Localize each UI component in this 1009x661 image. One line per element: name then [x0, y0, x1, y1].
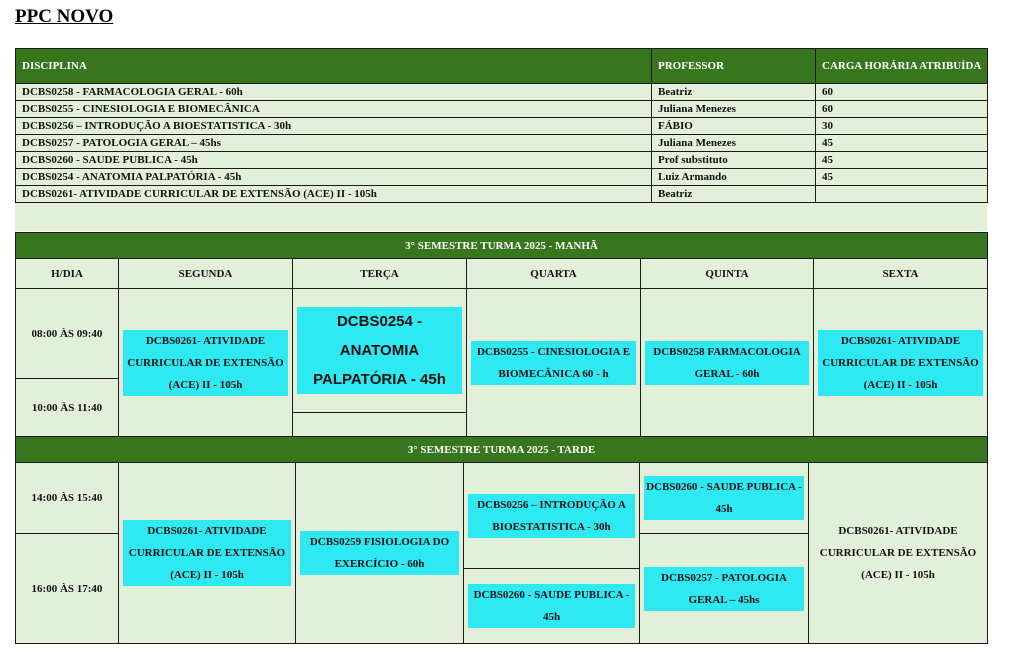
day-header: QUARTA: [466, 258, 641, 289]
page-title: PPC NOVO: [15, 6, 114, 27]
class-cell: DCBS0258 FARMACOLOGIA GERAL - 60h: [640, 288, 814, 437]
highlight: DCBS0255 - CINESIOLOGIA E BIOMECÂNICA 60…: [471, 340, 636, 385]
highlight: DCBS0261- ATIVIDADE CURRICULAR DE EXTENS…: [123, 329, 288, 396]
day-header: QUINTA: [640, 258, 814, 289]
class-cell: DCBS0259 FISIOLOGIA DO EXERCÍCIO - 60h: [295, 462, 464, 644]
time-slot: 08:00 ÀS 09:40: [15, 288, 119, 379]
table-cell: Juliana Menezes: [651, 134, 816, 152]
spacer-band: [15, 201, 987, 231]
empty-cell: [292, 412, 467, 437]
table-cell: DCBS0254 - ANATOMIA PALPATÓRIA - 45h: [15, 168, 652, 186]
table-cell: 45: [815, 151, 988, 169]
class-cell: DCBS0260 - SAUDE PUBLICA - 45h: [463, 568, 640, 644]
table-cell: 30: [815, 117, 988, 135]
class-cell: DCBS0261- ATIVIDADE CURRICULAR DE EXTENS…: [813, 288, 988, 437]
table-cell: [815, 185, 988, 203]
class-cell: DCBS0261- ATIVIDADE CURRICULAR DE EXTENS…: [118, 462, 296, 644]
highlight: DCBS0257 - PATOLOGIA GERAL – 45hs: [644, 566, 804, 611]
section-title: 3° SEMESTRE TURMA 2025 - MANHÃ: [15, 232, 988, 259]
table-cell: Beatriz: [651, 83, 816, 101]
highlight: DCBS0258 FARMACOLOGIA GERAL - 60h: [645, 340, 809, 385]
class-cell: DCBS0255 - CINESIOLOGIA E BIOMECÂNICA 60…: [466, 288, 641, 437]
class-cell: DCBS0260 - SAUDE PUBLICA - 45h: [639, 462, 809, 534]
table-cell: Luiz Armando: [651, 168, 816, 186]
table-cell: 45: [815, 134, 988, 152]
time-slot: 10:00 ÀS 11:40: [15, 378, 119, 437]
table-cell: Beatriz: [651, 185, 816, 203]
table-cell: 60: [815, 83, 988, 101]
table-cell: DCBS0256 – INTRODUÇÃO A BIOESTATISTICA -…: [15, 117, 652, 135]
highlight: DCBS0260 - SAUDE PUBLICA - 45h: [468, 584, 635, 628]
time-slot: 14:00 ÀS 15:40: [15, 462, 119, 534]
class-cell: DCBS0254 - ANATOMIA PALPATÓRIA - 45h: [292, 288, 467, 413]
day-header: SEXTA: [813, 258, 988, 289]
class-cell: DCBS0261- ATIVIDADE CURRICULAR DE EXTENS…: [118, 288, 293, 437]
highlight: DCBS0261- ATIVIDADE CURRICULAR DE EXTENS…: [123, 520, 291, 586]
section-title: 3° SEMESTRE TURMA 2025 - TARDE: [15, 436, 988, 463]
highlight: DCBS0261- ATIVIDADE CURRICULAR DE EXTENS…: [818, 329, 983, 396]
day-header: TERÇA: [292, 258, 467, 289]
time-slot: 16:00 ÀS 17:40: [15, 533, 119, 644]
table-cell: Prof substituto: [651, 151, 816, 169]
column-header: CARGA HORÁRIA ATRIBUÍDA: [815, 48, 988, 84]
column-header: DISCIPLINA: [15, 48, 652, 84]
day-header: SEGUNDA: [118, 258, 293, 289]
column-header: PROFESSOR: [651, 48, 816, 84]
table-cell: DCBS0258 - FARMACOLOGIA GERAL - 60h: [15, 83, 652, 101]
table-cell: FÁBIO: [651, 117, 816, 135]
table-cell: DCBS0255 - CINESIOLOGIA E BIOMECÂNICA: [15, 100, 652, 118]
table-cell: 60: [815, 100, 988, 118]
table-cell: DCBS0257 - PATOLOGIA GERAL – 45hs: [15, 134, 652, 152]
highlight: DCBS0259 FISIOLOGIA DO EXERCÍCIO - 60h: [300, 531, 459, 575]
table-cell: 45: [815, 168, 988, 186]
day-header: H/DIA: [15, 258, 119, 289]
class-cell: DCBS0256 – INTRODUÇÃO A BIOESTATISTICA -…: [463, 462, 640, 569]
highlight: DCBS0256 – INTRODUÇÃO A BIOESTATISTICA -…: [468, 493, 635, 538]
class-cell: DCBS0261- ATIVIDADE CURRICULAR DE EXTENS…: [808, 462, 988, 644]
table-cell: Juliana Menezes: [651, 100, 816, 118]
highlight: DCBS0254 - ANATOMIA PALPATÓRIA - 45h: [297, 307, 462, 394]
highlight: DCBS0260 - SAUDE PUBLICA - 45h: [644, 476, 804, 520]
table-cell: DCBS0260 - SAUDE PUBLICA - 45h: [15, 151, 652, 169]
table-cell: DCBS0261- ATIVIDADE CURRICULAR DE EXTENS…: [15, 185, 652, 203]
class-cell: DCBS0257 - PATOLOGIA GERAL – 45hs: [639, 533, 809, 644]
